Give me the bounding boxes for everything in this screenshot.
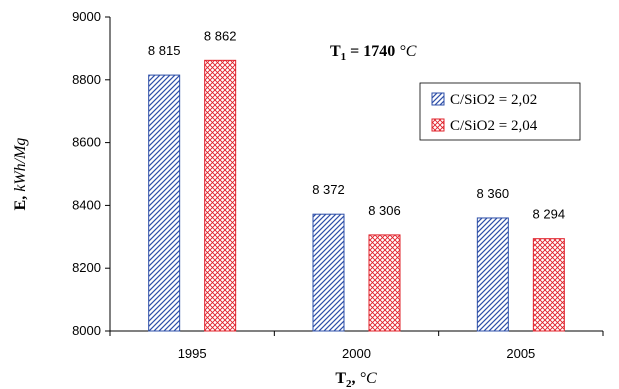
y-tick-label: 8000 bbox=[72, 323, 101, 338]
y-tick-label: 8400 bbox=[72, 197, 101, 212]
x-tick-label: 1995 bbox=[178, 346, 207, 361]
plot-area bbox=[109, 17, 603, 332]
y-tick-label: 8200 bbox=[72, 260, 101, 275]
legend-label-series-1: C/SiO2 = 2,02 bbox=[450, 92, 537, 108]
x-tick-label: 2000 bbox=[342, 346, 371, 361]
y-tick-label: 8800 bbox=[72, 72, 101, 87]
data-label: 8 372 bbox=[312, 182, 345, 197]
data-label: 8 360 bbox=[477, 186, 510, 201]
bar-2-1995 bbox=[204, 59, 237, 332]
legend: C/SiO2 = 2,02 C/SiO2 = 2,04 bbox=[419, 82, 581, 141]
bar-2-2005 bbox=[532, 238, 565, 332]
legend-box bbox=[419, 82, 581, 141]
bar-1-1995 bbox=[148, 74, 181, 332]
bar-2-2000 bbox=[368, 234, 401, 332]
x-axis-title: T2, °C bbox=[335, 370, 377, 389]
data-label: 8 862 bbox=[204, 28, 237, 43]
bar-1-2000 bbox=[312, 213, 345, 332]
y-tick-label: 9000 bbox=[72, 9, 101, 24]
y-tick-label: 8600 bbox=[72, 135, 101, 150]
legend-label-series-2: C/SiO2 = 2,04 bbox=[450, 118, 538, 134]
legend-swatch-series-2 bbox=[431, 118, 445, 132]
x-tick-label: 2005 bbox=[506, 346, 535, 361]
data-label: 8 306 bbox=[368, 203, 401, 218]
y-axis-title: E, kWh/Mg bbox=[12, 138, 29, 211]
data-label: 8 294 bbox=[533, 207, 566, 222]
legend-swatch-series-1 bbox=[431, 92, 445, 106]
data-label: 8 815 bbox=[148, 43, 181, 58]
bar-1-2005 bbox=[476, 217, 509, 332]
chart-annotation: T1 = 1740 °C bbox=[330, 43, 417, 63]
